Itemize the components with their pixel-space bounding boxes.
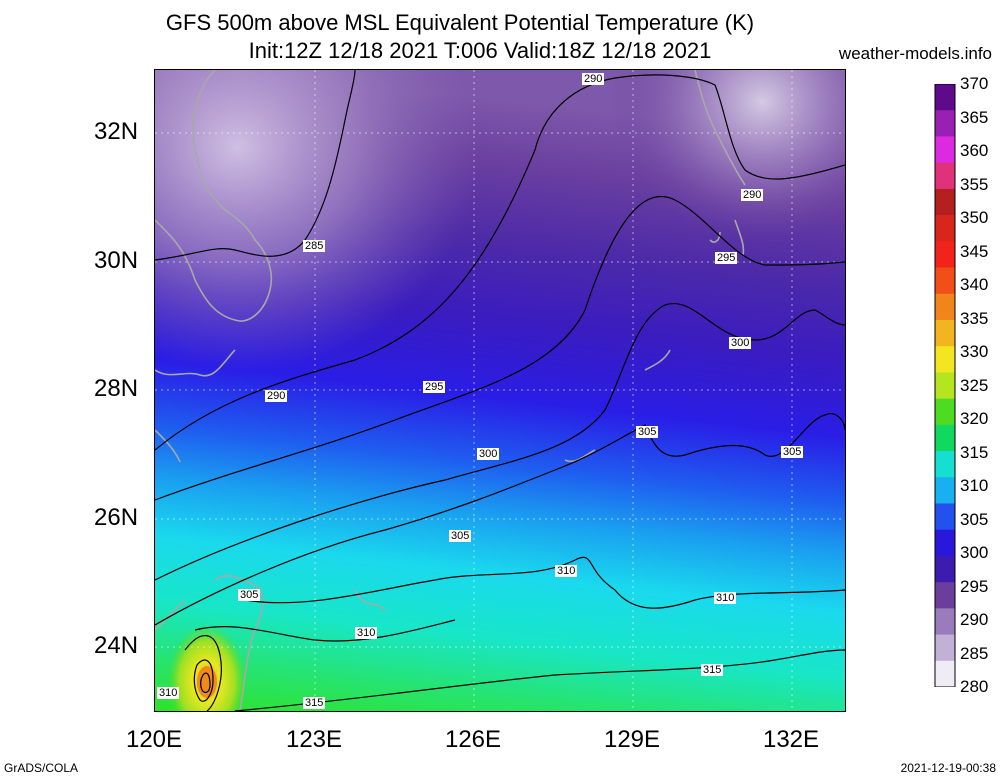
lon-label: 132E bbox=[762, 726, 820, 753]
map-subtitle: Init:12Z 12/18 2021 T:006 Valid:18Z 12/1… bbox=[248, 38, 712, 63]
contour-label: 310 bbox=[157, 687, 180, 699]
map-panel: 290 285 290 295 290 295 300 300 305 305 … bbox=[154, 69, 846, 712]
contour-label: 300 bbox=[477, 448, 500, 460]
contour-label: 305 bbox=[449, 530, 472, 542]
colorbar-bin bbox=[935, 84, 955, 111]
colorbar bbox=[934, 84, 956, 687]
colorbar-label: 365 bbox=[960, 107, 989, 127]
lon-label: 126E bbox=[444, 726, 502, 753]
colorbar-label: 285 bbox=[960, 643, 989, 663]
colorbar-bin bbox=[935, 319, 955, 347]
contour-label: 290 bbox=[582, 73, 605, 85]
colorbar-bin bbox=[935, 398, 955, 426]
contour-label: 305 bbox=[238, 589, 261, 601]
contour-label: 310 bbox=[555, 565, 578, 577]
colorbar-bin bbox=[935, 634, 955, 662]
contour-label: 315 bbox=[303, 697, 326, 709]
lat-label: 28N bbox=[94, 375, 139, 402]
colorbar-bin bbox=[935, 529, 955, 557]
colorbar-label: 315 bbox=[960, 442, 989, 462]
coastlines bbox=[155, 70, 746, 711]
hot-spot-core bbox=[197, 666, 217, 698]
colorbar-bin bbox=[935, 555, 955, 583]
colorbar-label: 345 bbox=[960, 241, 989, 261]
colorbar-label: 340 bbox=[960, 275, 989, 294]
lat-label: 32N bbox=[94, 118, 139, 145]
colorbar-bin bbox=[935, 582, 955, 609]
contour-label: 305 bbox=[636, 426, 659, 438]
footer-timestamp: 2021-12-19-00:38 bbox=[900, 761, 996, 775]
colorbar-bin bbox=[935, 608, 955, 636]
contour-label: 290 bbox=[741, 189, 764, 201]
colorbar-label: 280 bbox=[960, 677, 989, 696]
colorbar-bin bbox=[935, 241, 955, 269]
footer-software: GrADS/COLA bbox=[4, 761, 79, 775]
colorbar-bin bbox=[935, 267, 955, 295]
colorbar-label: 355 bbox=[960, 174, 989, 194]
colorbar-label: 320 bbox=[960, 409, 989, 428]
contour-label: 300 bbox=[729, 337, 752, 349]
colorbar-frame bbox=[934, 84, 956, 687]
colorbar-label: 360 bbox=[960, 141, 989, 160]
colorbar-bin bbox=[935, 110, 955, 137]
colorbar-bin bbox=[935, 162, 955, 190]
contour-label: 295 bbox=[423, 381, 446, 393]
colorbar-label: 300 bbox=[960, 543, 989, 562]
contour-label: 305 bbox=[781, 446, 804, 458]
contour-label: 315 bbox=[701, 664, 724, 676]
colorbar-label: 305 bbox=[960, 509, 989, 529]
contour-label: 310 bbox=[714, 592, 737, 604]
colorbar-label: 330 bbox=[960, 342, 989, 361]
colorbar-bin bbox=[935, 188, 955, 216]
colorbar-bin bbox=[935, 293, 955, 321]
colorbar-bin bbox=[935, 660, 955, 687]
map-title: GFS 500m above MSL Equivalent Potential … bbox=[165, 10, 755, 35]
colorbar-label: 335 bbox=[960, 308, 989, 328]
colorbar-bin bbox=[935, 372, 955, 400]
colorbar-label: 310 bbox=[960, 476, 989, 495]
contour-label: 295 bbox=[715, 252, 738, 264]
colorbar-label: 370 bbox=[960, 74, 989, 93]
colorbar-bin bbox=[935, 503, 955, 531]
colorbar-label: 290 bbox=[960, 610, 989, 629]
colorbar-label: 295 bbox=[960, 576, 989, 596]
lon-label: 123E bbox=[285, 726, 343, 753]
lon-label: 129E bbox=[603, 726, 661, 753]
lat-label: 30N bbox=[94, 247, 139, 274]
colorbar-bin bbox=[935, 451, 955, 478]
colorbar-bin bbox=[935, 424, 955, 452]
colorbar-label: 325 bbox=[960, 375, 989, 395]
contour-label: 310 bbox=[355, 627, 378, 639]
colorbar-bin bbox=[935, 215, 955, 242]
colorbar-label: 350 bbox=[960, 208, 989, 227]
map-canvas bbox=[155, 70, 845, 711]
credit-label: weather-models.info bbox=[838, 44, 992, 63]
contour-label: 285 bbox=[303, 240, 326, 252]
colorbar-bin bbox=[935, 346, 955, 373]
lon-label: 120E bbox=[125, 726, 183, 753]
colorbar-bin bbox=[935, 136, 955, 164]
lat-label: 24N bbox=[94, 632, 139, 659]
contour-label: 290 bbox=[265, 390, 288, 402]
colorbar-bin bbox=[935, 477, 955, 504]
lat-label: 26N bbox=[94, 504, 139, 531]
